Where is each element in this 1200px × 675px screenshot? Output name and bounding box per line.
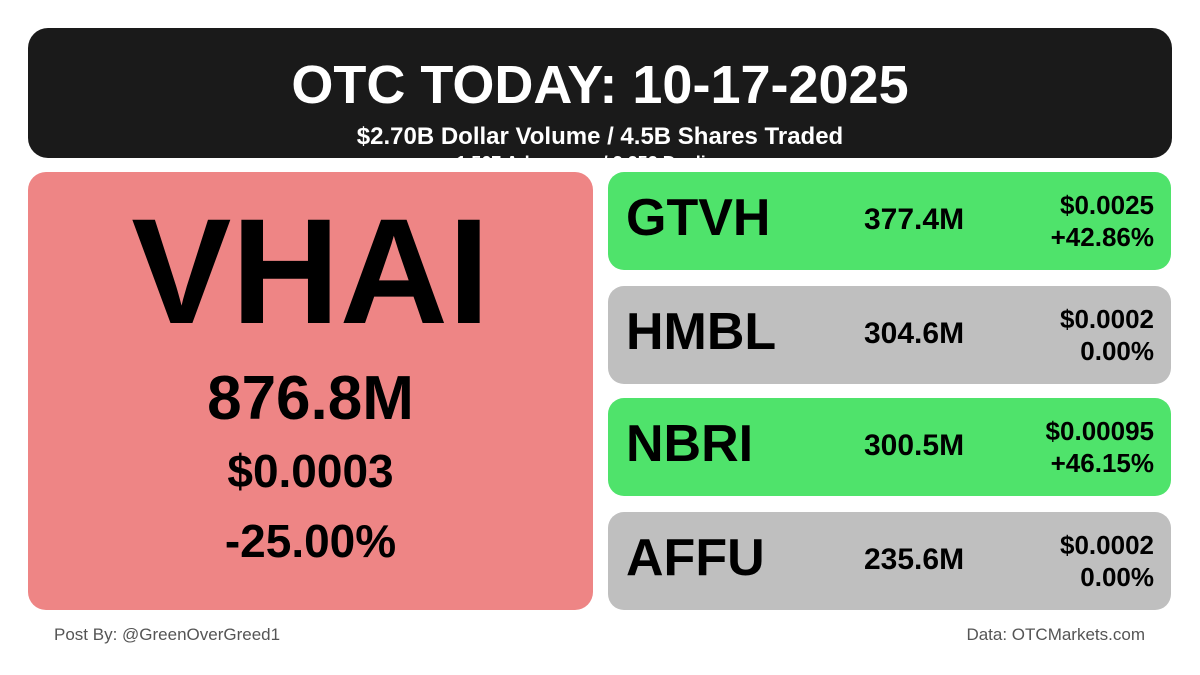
row-ticker: HMBL bbox=[626, 303, 777, 361]
stock-row-gtvh: GTVH 377.4M $0.0025 +42.86% bbox=[608, 172, 1171, 270]
row-volume: 377.4M bbox=[864, 203, 965, 236]
row-volume: 235.6M bbox=[864, 543, 965, 576]
post-by-credit: Post By: @GreenOverGreed1 bbox=[54, 625, 281, 644]
stock-row-hmbl: HMBL 304.6M $0.0002 0.00% bbox=[608, 286, 1171, 384]
row-price: $0.0025 bbox=[1060, 190, 1154, 220]
row-price: $0.00095 bbox=[1045, 416, 1154, 446]
page-title: OTC TODAY: 10-17-2025 bbox=[291, 55, 909, 115]
row-ticker: GTVH bbox=[626, 189, 771, 247]
breadth-summary: 1,567 Advancers / 2,252 Decliners bbox=[456, 153, 744, 173]
data-source-credit: Data: OTCMarkets.com bbox=[966, 625, 1145, 644]
row-price: $0.0002 bbox=[1060, 304, 1154, 334]
featured-change: -25.00% bbox=[224, 515, 397, 567]
row-ticker: AFFU bbox=[626, 529, 765, 587]
featured-volume: 876.8M bbox=[207, 364, 414, 433]
row-change: +46.15% bbox=[1050, 448, 1154, 478]
row-change: 0.00% bbox=[1080, 336, 1154, 366]
header-banner: OTC TODAY: 10-17-2025 $2.70B Dollar Volu… bbox=[28, 28, 1172, 172]
featured-stock-card: VHAI 876.8M $0.0003 -25.00% bbox=[28, 172, 593, 610]
row-change: 0.00% bbox=[1080, 562, 1154, 592]
stock-row-nbri: NBRI 300.5M $0.00095 +46.15% bbox=[608, 398, 1171, 496]
row-price: $0.0002 bbox=[1060, 530, 1154, 560]
row-volume: 300.5M bbox=[864, 429, 965, 462]
featured-price: $0.0003 bbox=[227, 445, 394, 497]
row-change: +42.86% bbox=[1050, 222, 1154, 252]
stock-row-affu: AFFU 235.6M $0.0002 0.00% bbox=[608, 512, 1171, 610]
row-volume: 304.6M bbox=[864, 317, 965, 350]
row-ticker: NBRI bbox=[626, 415, 754, 473]
volume-summary: $2.70B Dollar Volume / 4.5B Shares Trade… bbox=[356, 123, 844, 150]
featured-ticker: VHAI bbox=[131, 187, 490, 355]
